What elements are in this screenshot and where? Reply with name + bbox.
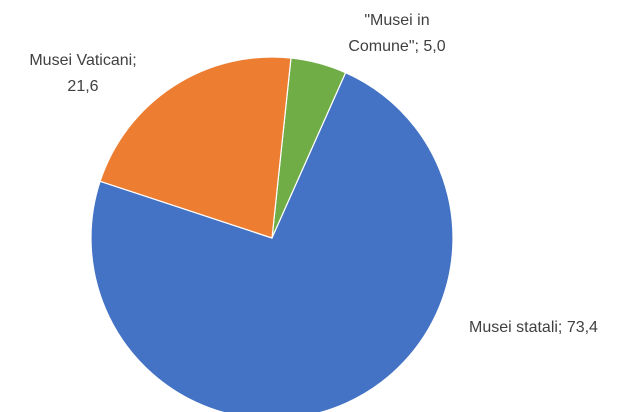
pie-data-label: Musei statali; 73,4 (469, 319, 598, 336)
pie-data-label: Musei Vaticani; 21,6 (29, 52, 136, 95)
pie-slice (90, 71, 454, 412)
pie-slices (90, 56, 454, 412)
pie-slice (99, 56, 292, 239)
pie-data-label: "Musei in Comune"; 5,0 (348, 12, 445, 55)
pie-data-labels: Musei statali; 73,4 Musei Vaticani; 21,6 "M… (29, 12, 598, 336)
